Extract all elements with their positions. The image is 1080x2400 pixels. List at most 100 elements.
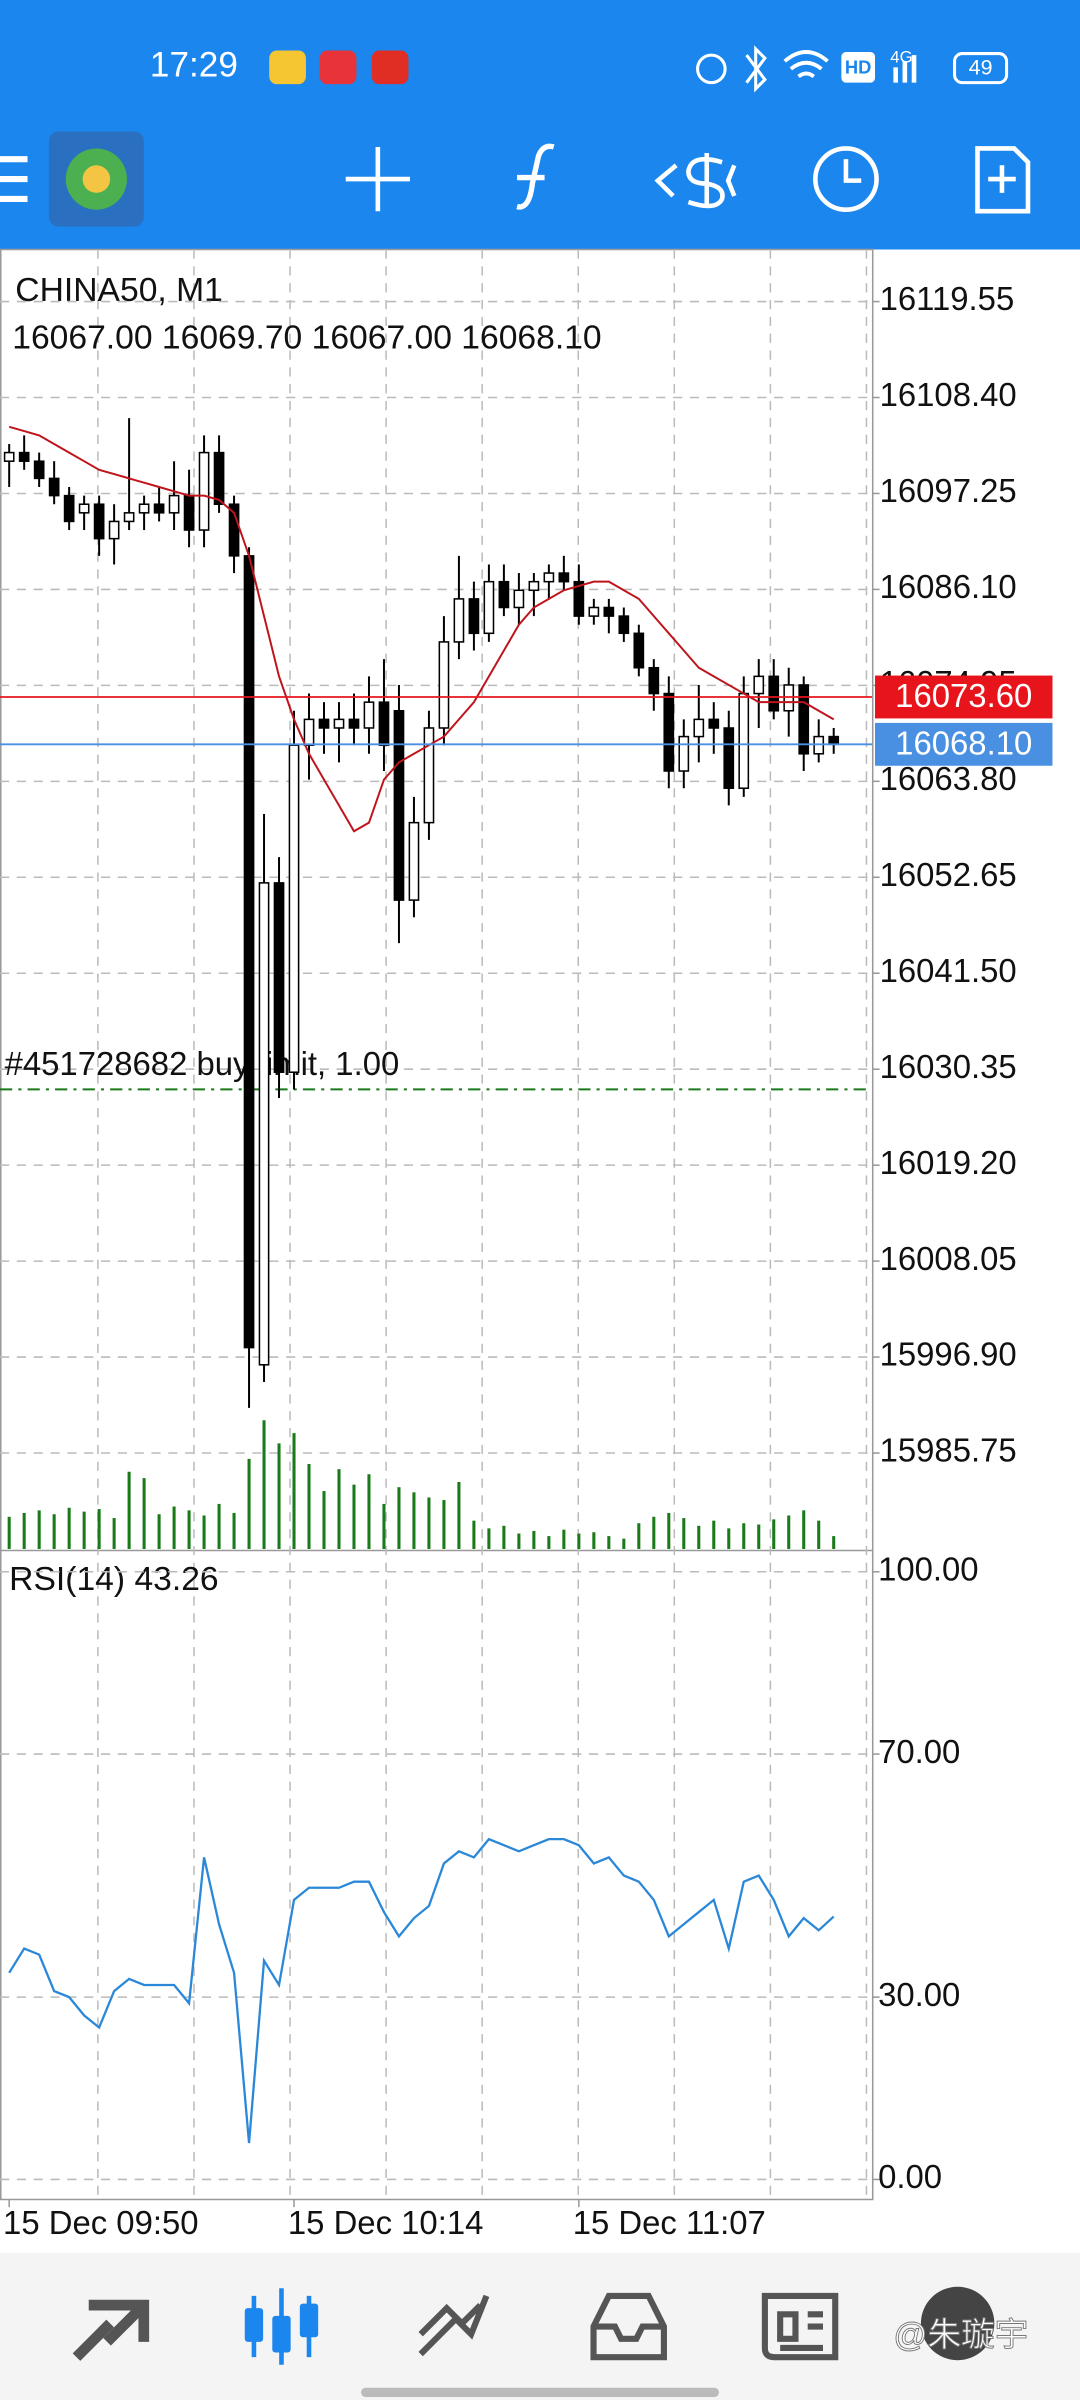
y-tick-label: 16052.65 — [880, 856, 1017, 893]
candle-body — [663, 692, 675, 772]
candle-body — [723, 727, 735, 789]
candle-body — [588, 606, 600, 617]
candle-body — [483, 580, 495, 635]
chart-tab[interactable] — [272, 2315, 291, 2353]
bottom-nav — [0, 2253, 1080, 2400]
y-tick-label: 16086.10 — [880, 568, 1017, 605]
chart-tab[interactable] — [299, 2303, 319, 2338]
quotes-tab[interactable] — [72, 2299, 150, 2361]
crosshair-button[interactable] — [345, 146, 410, 212]
trade-button[interactable] — [654, 153, 737, 209]
price-label-box — [875, 722, 1053, 766]
candle-body — [273, 882, 285, 1073]
trade-tab[interactable] — [418, 2294, 490, 2357]
candle-body — [798, 684, 810, 755]
candle-body — [618, 615, 630, 635]
candle-body — [228, 503, 240, 557]
rsi-title: RSI(14) 43.26 — [9, 1561, 218, 1598]
candle-body — [573, 580, 585, 617]
candle-body — [498, 580, 510, 609]
candle-body — [138, 503, 150, 514]
price-label: 16073.60 — [895, 677, 1032, 714]
history-tab[interactable] — [590, 2292, 667, 2361]
candle-body — [333, 718, 345, 729]
y-tick-label: 16097.25 — [880, 472, 1017, 509]
candle-body — [438, 641, 450, 729]
settings-tab[interactable] — [920, 2286, 995, 2361]
signal-icon — [911, 55, 917, 83]
menu-button[interactable] — [0, 156, 28, 203]
candle-body — [198, 451, 210, 531]
candle-body — [243, 555, 255, 1349]
candle-body — [348, 718, 360, 729]
vertical-grid — [97, 249, 868, 2200]
notification-icon — [371, 50, 409, 85]
x-tick-label: 15 Dec 11:07 — [573, 2204, 766, 2241]
candle-body — [528, 580, 540, 592]
y-tick-label: 16019.20 — [880, 1144, 1017, 1181]
y-tick-label: 15985.75 — [880, 1432, 1017, 1469]
candle-body — [18, 451, 30, 462]
y-tick-label: 0.00 — [878, 2158, 942, 2195]
price-label-box — [875, 675, 1053, 719]
x-tick-label: 15 Dec 09:50 — [3, 2204, 199, 2241]
candle-body — [393, 710, 405, 901]
candle-body — [408, 821, 420, 901]
candle-body — [708, 718, 720, 729]
period-button[interactable] — [813, 146, 879, 212]
order-label: #451728682 buy limit, 1.00 — [5, 1045, 400, 1082]
candle-body — [93, 503, 105, 540]
candle-body — [48, 477, 60, 497]
moving-average — [8, 425, 835, 833]
status-time: 17:29 — [150, 46, 238, 85]
signal-icon — [893, 67, 898, 83]
candle-body — [123, 512, 135, 523]
app-logo-mark — [82, 165, 111, 193]
battery-icon — [953, 52, 1009, 85]
notification-icon — [319, 50, 357, 85]
candle-body — [423, 727, 435, 824]
candle-body — [318, 718, 330, 729]
candle-body — [63, 494, 75, 523]
candle-body — [513, 589, 525, 609]
x-tick-label: 15 Dec 10:14 — [288, 2204, 484, 2241]
candle-body — [543, 572, 555, 583]
y-tick-label: 70.00 — [878, 1733, 960, 1770]
hd-badge — [841, 52, 876, 83]
candle-body — [288, 744, 300, 1073]
signal-icon — [902, 61, 908, 83]
candle-body — [183, 494, 195, 531]
chart-tab[interactable] — [244, 2308, 264, 2342]
symbol-title: CHINA50, M1 — [15, 272, 223, 309]
candle-body — [828, 735, 840, 746]
battery-level: 49 — [969, 56, 993, 80]
y-tick-label: 16108.40 — [880, 376, 1017, 413]
indicators-button[interactable] — [516, 143, 555, 210]
y-tick-label: 16030.35 — [880, 1048, 1017, 1085]
candle-body — [768, 675, 780, 712]
gesture-bar — [361, 2387, 719, 2397]
candle-body — [213, 451, 225, 505]
y-tick-label: 16119.55 — [880, 280, 1015, 317]
y-tick-label: 15996.90 — [880, 1336, 1017, 1373]
rsi-line — [8, 1837, 835, 2144]
price-label: 16068.10 — [895, 725, 1032, 762]
candle-body — [468, 598, 480, 635]
y-tick-label: 30.00 — [878, 1976, 960, 2013]
chart-frame — [0, 248, 874, 2201]
ohlc-readout: 16067.00 16069.70 16067.00 16068.10 — [12, 320, 601, 357]
alarm-icon — [696, 53, 727, 85]
candle-body — [168, 494, 180, 514]
hd-text: HD — [845, 57, 872, 78]
new-order-button[interactable] — [975, 146, 1031, 214]
candle-body — [378, 701, 390, 746]
y-tick-label: 16063.80 — [880, 760, 1017, 797]
candle-body — [258, 882, 270, 1366]
candle-body — [453, 598, 465, 643]
candle-body — [78, 503, 90, 514]
candle-body — [753, 675, 765, 695]
news-tab[interactable] — [761, 2292, 839, 2361]
candle-body — [363, 701, 375, 729]
